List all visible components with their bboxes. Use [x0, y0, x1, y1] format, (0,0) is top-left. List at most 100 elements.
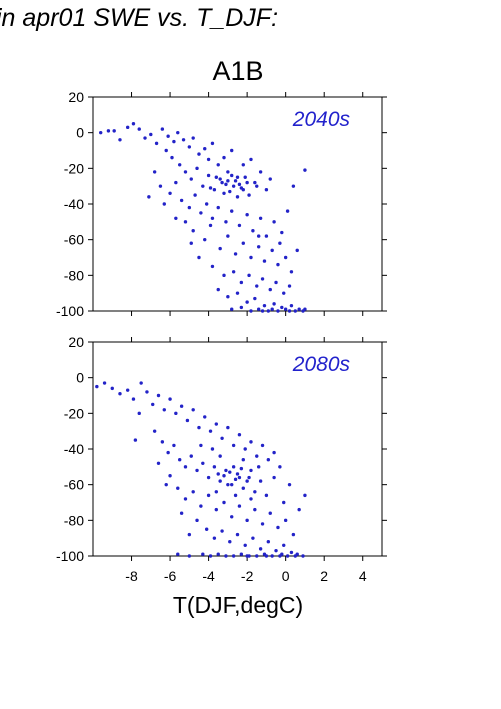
scatter-point	[152, 429, 157, 433]
scatter-point	[293, 309, 297, 313]
scatter-point	[210, 141, 215, 146]
scatter-point	[199, 211, 203, 215]
scatter-point	[143, 136, 147, 140]
scatter-point	[231, 554, 236, 558]
scatter-point	[216, 205, 220, 210]
scatter-point	[276, 525, 280, 530]
scatter-point	[247, 193, 251, 197]
scatter-point	[164, 482, 168, 487]
scatter-point	[208, 554, 213, 558]
scatter-point	[255, 284, 259, 288]
scatter-point	[241, 486, 245, 490]
scatter-point	[191, 136, 195, 140]
scatter-point	[239, 466, 244, 471]
scatter-point	[160, 440, 165, 444]
scatter-point	[268, 287, 272, 292]
scatter-point	[179, 198, 184, 203]
scatter-point	[206, 157, 211, 162]
scatter-point	[251, 536, 255, 540]
scatter-point	[272, 220, 276, 224]
scatter-point	[233, 179, 238, 183]
scatter-point	[249, 440, 253, 444]
y-tick-label: 20	[68, 89, 84, 105]
scatter-point	[168, 397, 172, 401]
scatter-point	[262, 259, 267, 263]
scatter-point	[187, 554, 192, 558]
scatter-point	[249, 157, 253, 162]
scatter-point	[231, 184, 236, 188]
scatter-point	[283, 307, 288, 311]
x-tick-label: -2	[241, 568, 254, 584]
scatter-point	[270, 307, 274, 311]
scatter-point	[216, 287, 220, 292]
scatter-point	[187, 532, 192, 537]
scatter-point	[237, 223, 242, 228]
scatter-point	[276, 262, 280, 267]
scatter-point	[249, 468, 253, 473]
scatter-point	[245, 300, 249, 304]
scatter-point	[154, 141, 159, 146]
scatter-point	[237, 433, 242, 437]
scatter-point	[245, 479, 249, 483]
scatter-point	[224, 468, 228, 473]
scatter-point	[239, 552, 244, 556]
scatter-point	[226, 234, 230, 238]
scatter-point	[235, 291, 240, 295]
scatter-point	[193, 193, 197, 197]
scatter-point	[224, 220, 228, 224]
scatter-point	[243, 447, 247, 451]
scatter-point	[231, 465, 236, 469]
scatter-point	[210, 264, 215, 269]
scatter-point	[187, 145, 192, 149]
scatter-point	[272, 450, 276, 455]
scatter-point	[189, 241, 193, 245]
scatter-point	[247, 475, 251, 480]
scatter-point	[203, 237, 207, 242]
scatter-point	[118, 138, 122, 142]
scatter-point	[166, 134, 170, 138]
scatter-point	[258, 547, 263, 551]
scatter-point	[301, 554, 305, 558]
scatter-point	[285, 209, 290, 213]
scatter-point	[297, 307, 301, 311]
scatter-point	[178, 163, 182, 167]
scatter-point	[222, 500, 226, 505]
scatter-point	[220, 436, 224, 440]
scatter-point	[131, 122, 136, 126]
scatter-point	[255, 184, 259, 188]
scatter-point	[264, 234, 269, 238]
scatter-point	[243, 543, 247, 547]
scatter-point	[191, 408, 195, 412]
scatter-point	[125, 125, 130, 130]
scatter-point	[187, 205, 192, 210]
y-tick-label: -60	[64, 477, 84, 493]
page-title: in apr01 SWE vs. T_DJF:	[0, 4, 279, 32]
scatter-point	[197, 425, 201, 430]
scatter-point	[253, 180, 257, 185]
scatter-point	[208, 186, 213, 190]
scatter-point	[260, 443, 265, 448]
scatter-point	[183, 465, 188, 469]
scatter-point	[222, 273, 226, 278]
scatter-point	[228, 189, 232, 194]
scatter-point	[145, 390, 149, 394]
scatter-point	[139, 381, 143, 385]
panel-label: 2040s	[292, 108, 351, 131]
scatter-point	[266, 458, 271, 462]
y-tick-label: -20	[64, 160, 84, 176]
scatter-point	[183, 170, 188, 174]
scatter-point	[199, 443, 203, 448]
scatter-point	[195, 518, 199, 523]
x-tick-label: -6	[164, 568, 177, 584]
scatter-point	[249, 255, 253, 260]
scatter-point	[274, 548, 278, 553]
scatter-point	[222, 191, 226, 195]
scatter-point	[201, 552, 205, 556]
scatter-point	[218, 479, 222, 483]
y-tick-label: -80	[64, 512, 84, 528]
scatter-point	[189, 454, 193, 458]
scatter-point	[272, 302, 276, 306]
scatter-point	[233, 252, 238, 256]
scatter-point	[231, 270, 236, 274]
